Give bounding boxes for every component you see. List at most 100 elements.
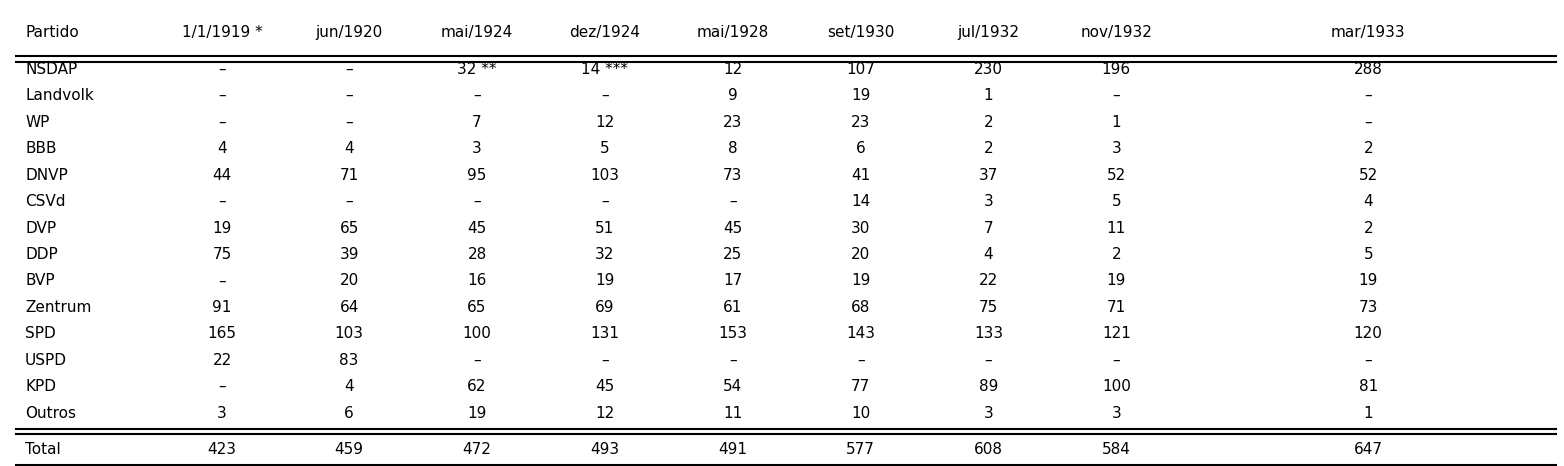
Text: 103: 103: [590, 168, 619, 183]
Text: 288: 288: [1354, 62, 1383, 77]
Text: 3: 3: [1112, 406, 1121, 421]
Text: KPD: KPD: [25, 379, 56, 394]
Text: BBB: BBB: [25, 141, 56, 156]
Text: 17: 17: [723, 274, 743, 288]
Text: –: –: [474, 194, 480, 209]
Text: 100: 100: [463, 326, 491, 342]
Text: USPD: USPD: [25, 353, 67, 368]
Text: 459: 459: [335, 443, 364, 458]
Text: 12: 12: [596, 406, 615, 421]
Text: 577: 577: [846, 443, 876, 458]
Text: 22: 22: [979, 274, 998, 288]
Text: 131: 131: [590, 326, 619, 342]
Text: 8: 8: [727, 141, 738, 156]
Text: 11: 11: [723, 406, 743, 421]
Text: mai/1928: mai/1928: [696, 25, 769, 40]
Text: 19: 19: [468, 406, 486, 421]
Text: 3: 3: [472, 141, 482, 156]
Text: 91: 91: [213, 300, 231, 315]
Text: –: –: [1364, 115, 1372, 130]
Text: 51: 51: [596, 220, 615, 235]
Text: –: –: [1364, 88, 1372, 103]
Text: NSDAP: NSDAP: [25, 62, 77, 77]
Text: –: –: [219, 194, 225, 209]
Text: –: –: [346, 194, 353, 209]
Text: –: –: [1112, 353, 1120, 368]
Text: 647: 647: [1354, 443, 1383, 458]
Text: DVP: DVP: [25, 220, 56, 235]
Text: 4: 4: [217, 141, 227, 156]
Text: DDP: DDP: [25, 247, 58, 262]
Text: 23: 23: [723, 115, 743, 130]
Text: –: –: [219, 115, 225, 130]
Text: 11: 11: [1107, 220, 1126, 235]
Text: 493: 493: [590, 443, 619, 458]
Text: 491: 491: [718, 443, 748, 458]
Text: 608: 608: [974, 443, 1003, 458]
Text: 65: 65: [339, 220, 358, 235]
Text: SPD: SPD: [25, 326, 56, 342]
Text: 2: 2: [1364, 141, 1373, 156]
Text: 121: 121: [1103, 326, 1131, 342]
Text: 41: 41: [851, 168, 870, 183]
Text: 64: 64: [339, 300, 358, 315]
Text: Outros: Outros: [25, 406, 77, 421]
Text: 71: 71: [1107, 300, 1126, 315]
Text: 12: 12: [723, 62, 743, 77]
Text: –: –: [729, 194, 737, 209]
Text: Total: Total: [25, 443, 61, 458]
Text: 7: 7: [984, 220, 993, 235]
Text: –: –: [219, 88, 225, 103]
Text: 1: 1: [1112, 115, 1121, 130]
Text: 4: 4: [1364, 194, 1373, 209]
Text: 19: 19: [1107, 274, 1126, 288]
Text: BVP: BVP: [25, 274, 55, 288]
Text: 83: 83: [339, 353, 358, 368]
Text: –: –: [474, 353, 480, 368]
Text: 5: 5: [1112, 194, 1121, 209]
Text: 2: 2: [1364, 220, 1373, 235]
Text: 68: 68: [851, 300, 870, 315]
Text: 1: 1: [1364, 406, 1373, 421]
Text: 19: 19: [851, 88, 870, 103]
Text: 71: 71: [339, 168, 358, 183]
Text: 23: 23: [851, 115, 870, 130]
Text: 32: 32: [596, 247, 615, 262]
Text: 14: 14: [851, 194, 870, 209]
Text: 165: 165: [208, 326, 236, 342]
Text: 19: 19: [1359, 274, 1378, 288]
Text: 37: 37: [979, 168, 998, 183]
Text: mar/1933: mar/1933: [1331, 25, 1406, 40]
Text: 423: 423: [208, 443, 236, 458]
Text: 3: 3: [984, 406, 993, 421]
Text: 44: 44: [213, 168, 231, 183]
Text: 4: 4: [344, 141, 353, 156]
Text: Zentrum: Zentrum: [25, 300, 91, 315]
Text: 230: 230: [974, 62, 1003, 77]
Text: 61: 61: [723, 300, 743, 315]
Text: 45: 45: [468, 220, 486, 235]
Text: –: –: [219, 274, 225, 288]
Text: 6: 6: [344, 406, 353, 421]
Text: CSVd: CSVd: [25, 194, 66, 209]
Text: 45: 45: [723, 220, 743, 235]
Text: 95: 95: [468, 168, 486, 183]
Text: 25: 25: [723, 247, 743, 262]
Text: 20: 20: [851, 247, 870, 262]
Text: 19: 19: [596, 274, 615, 288]
Text: 133: 133: [974, 326, 1003, 342]
Text: 3: 3: [217, 406, 227, 421]
Text: 77: 77: [851, 379, 870, 394]
Text: 69: 69: [596, 300, 615, 315]
Text: 103: 103: [335, 326, 364, 342]
Text: 52: 52: [1359, 168, 1378, 183]
Text: 3: 3: [1112, 141, 1121, 156]
Text: 65: 65: [468, 300, 486, 315]
Text: –: –: [346, 62, 353, 77]
Text: 89: 89: [979, 379, 998, 394]
Text: 6: 6: [856, 141, 865, 156]
Text: 4: 4: [344, 379, 353, 394]
Text: 3: 3: [984, 194, 993, 209]
Text: 19: 19: [851, 274, 870, 288]
Text: 1/1/1919 *: 1/1/1919 *: [181, 25, 263, 40]
